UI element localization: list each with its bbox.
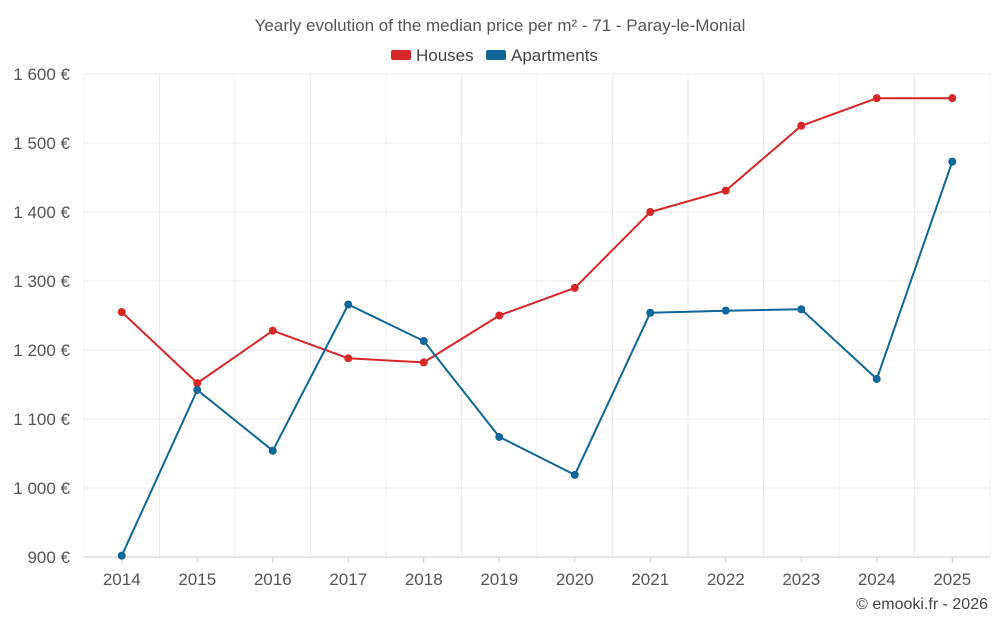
legend-swatch-apartments [486, 50, 506, 60]
x-tick-label: 2015 [178, 570, 216, 589]
data-point-apartments[interactable] [570, 470, 579, 479]
x-tick-label: 2019 [480, 570, 518, 589]
x-tick-label: 2018 [405, 570, 443, 589]
data-point-houses[interactable] [948, 94, 957, 103]
y-tick-label: 1 200 € [13, 341, 70, 360]
data-point-apartments[interactable] [419, 337, 428, 346]
chart-title: Yearly evolution of the median price per… [255, 16, 746, 35]
axes: 900 € 1 000 € 1 100 € 1 200 € 1 300 € 1 400 €… [13, 65, 990, 589]
y-tick-label: 1 000 € [13, 479, 70, 498]
x-tick-label: 2024 [858, 570, 896, 589]
grid [83, 73, 991, 557]
x-tick-label: 2017 [329, 570, 367, 589]
data-point-houses[interactable] [117, 308, 126, 317]
x-tick-label: 2025 [933, 570, 971, 589]
labels: Yearly evolution of the median price per… [255, 16, 988, 613]
series-line-apartments[interactable] [120, 161, 954, 557]
data-point-apartments[interactable] [872, 374, 881, 383]
data-point-houses[interactable] [495, 311, 504, 320]
y-tick-label: 1 300 € [13, 272, 70, 291]
data-point-houses[interactable] [570, 283, 579, 292]
data-point-apartments[interactable] [646, 308, 655, 317]
data-point-apartments[interactable] [193, 386, 202, 395]
data-point-apartments[interactable] [495, 432, 504, 441]
legend-label-apartments[interactable]: Apartments [511, 46, 598, 65]
x-tick-label: 2014 [103, 570, 141, 589]
x-tick-label: 2022 [707, 570, 745, 589]
x-tick-label: 2021 [631, 570, 669, 589]
data-point-houses[interactable] [268, 326, 277, 335]
series-line-houses[interactable] [121, 97, 953, 385]
data-point-apartments[interactable] [268, 446, 277, 455]
credit-text: © emooki.fr - 2026 [856, 596, 988, 613]
series [117, 94, 957, 560]
y-tick-label: 1 400 € [13, 203, 70, 222]
data-point-houses[interactable] [419, 358, 428, 367]
legend-swatch-houses [391, 50, 411, 60]
y-tick-label: 1 600 € [13, 65, 70, 84]
x-tick-label: 2020 [556, 570, 594, 589]
legend[interactable]: Houses Apartments [391, 46, 598, 65]
y-tick-label: 1 500 € [13, 134, 70, 153]
data-point-houses[interactable] [344, 354, 353, 363]
data-point-houses[interactable] [721, 186, 730, 195]
data-point-apartments[interactable] [948, 157, 957, 166]
y-tick-label: 1 100 € [13, 410, 70, 429]
data-point-apartments[interactable] [344, 300, 353, 309]
data-point-apartments[interactable] [117, 551, 126, 560]
y-tick-label: 900 € [27, 548, 70, 567]
data-point-houses[interactable] [193, 379, 202, 388]
data-point-apartments[interactable] [721, 306, 730, 315]
x-tick-label: 2016 [254, 570, 292, 589]
data-point-houses[interactable] [797, 121, 806, 130]
legend-label-houses[interactable]: Houses [416, 46, 474, 65]
data-point-houses[interactable] [872, 94, 881, 103]
data-point-houses[interactable] [646, 208, 655, 216]
x-tick-label: 2023 [782, 570, 820, 589]
data-point-apartments[interactable] [797, 305, 806, 314]
